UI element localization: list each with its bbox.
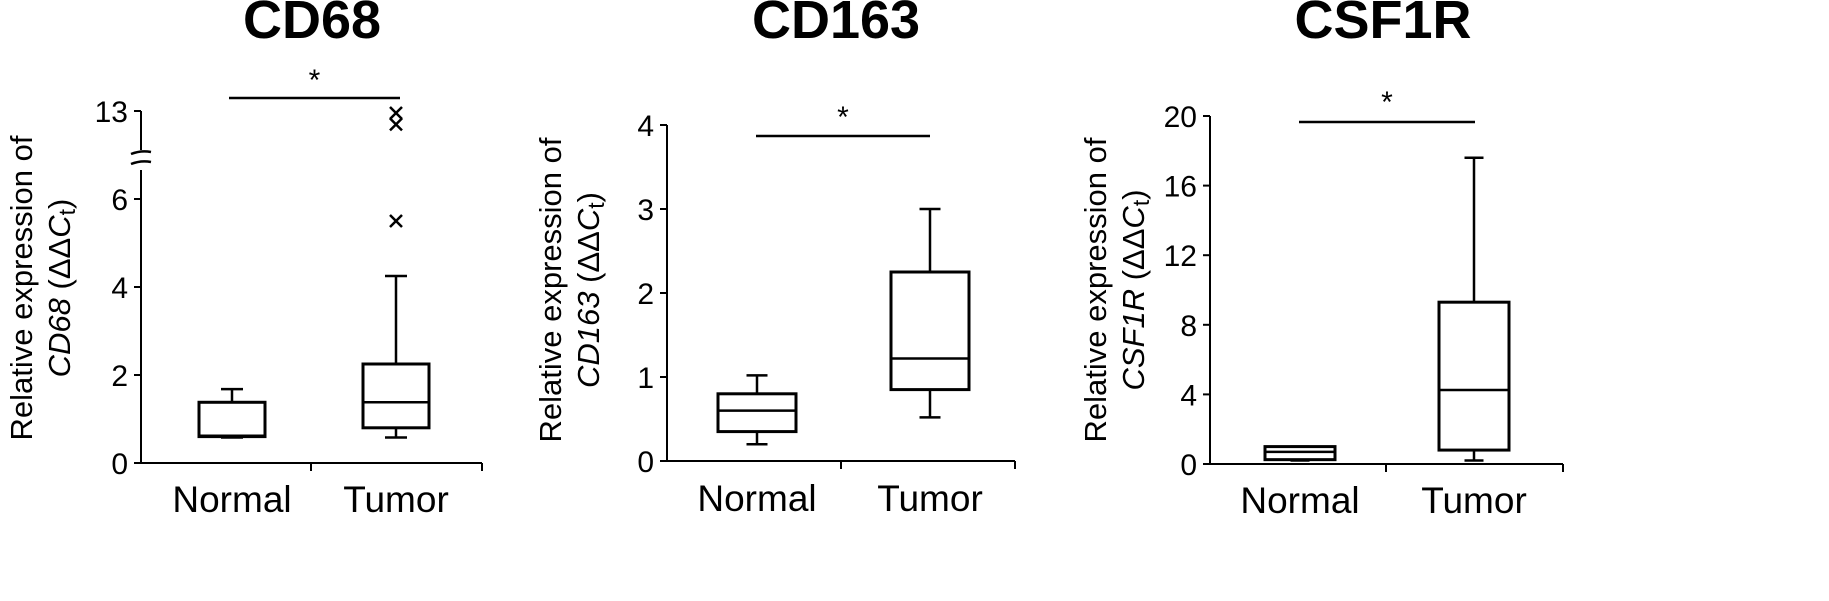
x-category-label: Normal	[697, 478, 816, 519]
delta-label: (ΔΔ	[42, 238, 77, 298]
y-tick-label: 0	[637, 446, 654, 479]
outlier-marker	[389, 214, 403, 228]
gene-name: CD68	[42, 297, 77, 377]
box-iqr	[197, 400, 267, 439]
axis-break-mark	[130, 150, 152, 166]
y-tick-label: 1	[637, 362, 654, 395]
close-paren: )	[571, 192, 606, 202]
y-tick-label: 2	[111, 360, 128, 393]
y-tick-label: 2	[637, 278, 654, 311]
chart-panel-cd68: CD68 Relative expression of CD68 (ΔΔCt) …	[4, 0, 483, 520]
y-tick-label: 4	[1180, 379, 1197, 412]
plot-area: 0 1 2 3 4 Normal Tumor *	[637, 101, 1016, 519]
y-axis-label-line2: CD68 (ΔΔCt)	[42, 199, 80, 378]
gene-name: CD163	[571, 291, 606, 388]
delta-label: (ΔΔ	[1116, 229, 1151, 289]
box-iqr	[361, 362, 431, 430]
y-tick-label: 3	[637, 194, 654, 227]
close-paren: )	[1116, 189, 1151, 199]
y-axis-label-line1: Relative expression of	[4, 135, 39, 440]
y-axis-label-line1: Relative expression of	[533, 137, 568, 442]
y-tick-label: 4	[111, 272, 128, 305]
delta-label: (ΔΔ	[571, 231, 606, 291]
y-tick-label: 6	[111, 184, 128, 217]
significance-star: *	[1381, 86, 1393, 119]
box-tumor	[361, 106, 431, 439]
x-category-label: Tumor	[343, 479, 449, 520]
significance-star: *	[309, 64, 321, 97]
box-iqr	[889, 270, 971, 392]
box-normal	[1263, 445, 1337, 462]
box-normal	[716, 374, 798, 446]
x-category-label: Normal	[1240, 480, 1359, 521]
chart-title: CD163	[752, 0, 920, 50]
box-tumor	[889, 207, 971, 419]
chart-panel-cd163: CD163 Relative expression of CD163 (ΔΔCt…	[533, 0, 1016, 519]
y-tick-label: 0	[111, 448, 128, 481]
box-iqr	[1263, 445, 1337, 462]
y-tick-label: 13	[95, 96, 128, 129]
plot-area: 0 4 8 12 16 20 Normal Tumor *	[1164, 86, 1564, 521]
chart-title: CD68	[243, 0, 381, 50]
x-category-label: Normal	[172, 479, 291, 520]
box-tumor	[1437, 156, 1511, 462]
box-normal	[197, 387, 267, 439]
plot-area: 0 2 4 6 13 Normal Tumor *	[95, 64, 483, 520]
y-tick-label: 20	[1164, 101, 1197, 134]
y-tick-label: 12	[1164, 240, 1197, 273]
ct-label: C	[1116, 206, 1151, 229]
y-tick-label: 0	[1180, 449, 1197, 482]
outlier-marker	[389, 117, 403, 132]
x-category-label: Tumor	[877, 478, 983, 519]
y-tick-label: 16	[1164, 171, 1197, 204]
y-axis-label-line2: CSF1R (ΔΔCt)	[1116, 189, 1154, 390]
ct-label: C	[42, 215, 77, 238]
chart-panel-csf1r: CSF1R Relative expression of CSF1R (ΔΔCt…	[1078, 0, 1564, 521]
outlier-marker	[389, 106, 403, 120]
close-paren: )	[42, 199, 77, 209]
box-iqr	[1437, 300, 1511, 452]
y-axis-label-line1: Relative expression of	[1078, 137, 1113, 442]
ct-label: C	[571, 208, 606, 231]
significance-star: *	[837, 101, 849, 134]
x-category-label: Tumor	[1421, 480, 1527, 521]
y-axis-label-line2: CD163 (ΔΔCt)	[571, 192, 609, 388]
ct-subscript: t	[1128, 199, 1154, 206]
box-iqr	[716, 392, 798, 434]
ct-subscript: t	[54, 208, 80, 215]
gene-name: CSF1R	[1116, 289, 1151, 391]
y-tick-label: 4	[637, 110, 654, 143]
y-tick-label: 8	[1180, 310, 1197, 343]
chart-title: CSF1R	[1294, 0, 1471, 50]
ct-subscript: t	[583, 202, 609, 209]
